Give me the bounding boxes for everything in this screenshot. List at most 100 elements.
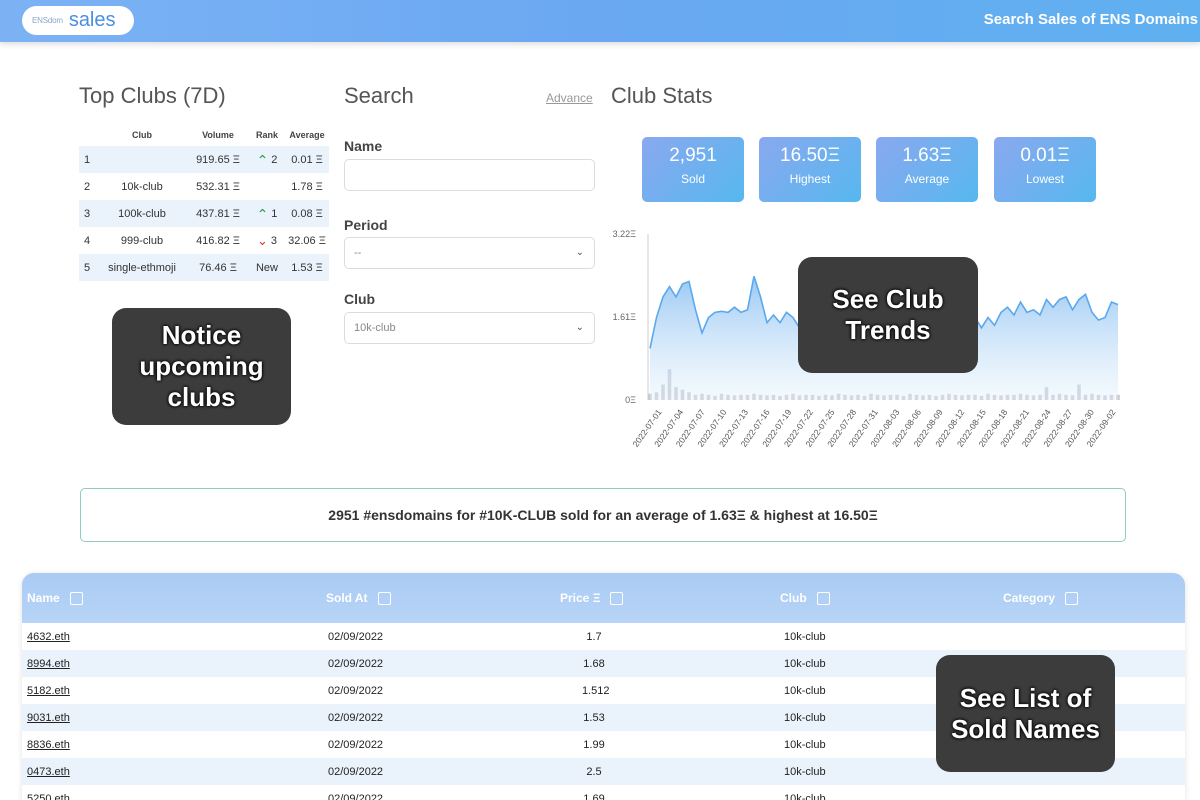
sales-row: 5182.eth 02/09/2022 1.512 10k-club bbox=[22, 677, 1185, 704]
sold-at-column-checkbox[interactable] bbox=[377, 591, 391, 605]
sale-price: 2.5 bbox=[586, 766, 602, 778]
sale-name-link[interactable]: 5182.eth bbox=[27, 685, 70, 697]
col-average: Average bbox=[289, 130, 325, 140]
th-sold-at-label: Sold At bbox=[326, 591, 368, 605]
club-stats-title: Club Stats bbox=[611, 83, 713, 108]
sale-name-link[interactable]: 8994.eth bbox=[27, 658, 70, 670]
club-volume: 76.46 Ξ bbox=[199, 261, 237, 274]
sale-club: 10k-club bbox=[784, 631, 826, 643]
col-club: Club bbox=[132, 130, 152, 140]
top-clubs-body: 1 919.65 Ξ ⌃ 2 0.01 Ξ 2 10k-club 532.31 Ξ 1.78 Ξ… bbox=[79, 146, 329, 281]
club-average: 0.01 Ξ bbox=[291, 153, 323, 166]
club-rank-number: 3 bbox=[84, 207, 91, 220]
top-clubs-row[interactable]: 4 999-club 416.82 Ξ ⌄ 3 32.06 Ξ bbox=[79, 227, 329, 254]
club-rank-number: 4 bbox=[84, 234, 91, 247]
sale-price: 1.7 bbox=[586, 631, 602, 643]
th-club-label: Club bbox=[780, 591, 807, 605]
club-volume: 416.82 Ξ bbox=[196, 234, 240, 247]
sale-price: 1.68 bbox=[583, 658, 605, 670]
th-category[interactable]: Category bbox=[1003, 591, 1079, 605]
club-rank-number: 1 bbox=[84, 153, 91, 166]
top-clubs-table: Club Volume Rank Average 1 919.65 Ξ ⌃ 2 0.01… bbox=[79, 124, 329, 281]
club-volume: 919.65 Ξ bbox=[196, 153, 240, 166]
advance-search-link[interactable]: Advance bbox=[546, 91, 593, 105]
club-name: 100k-club bbox=[118, 207, 166, 220]
club-rank-number: 5 bbox=[84, 261, 91, 274]
top-nav-bar: ENSdom sales Search Sales of ENS Domains bbox=[0, 0, 1200, 42]
club-average: 1.78 Ξ bbox=[291, 180, 323, 193]
sale-date: 02/09/2022 bbox=[328, 631, 384, 643]
price-column-checkbox[interactable] bbox=[610, 591, 624, 605]
club-volume: 437.81 Ξ bbox=[196, 207, 240, 220]
club-select-value: 10k-club bbox=[354, 322, 396, 334]
top-clubs-header: Club Volume Rank Average bbox=[79, 124, 329, 146]
stat-lowest-label: Lowest bbox=[1025, 172, 1065, 186]
club-average: 32.06 Ξ bbox=[288, 234, 326, 247]
sale-date: 02/09/2022 bbox=[328, 712, 384, 724]
category-column-checkbox[interactable] bbox=[1065, 591, 1079, 605]
th-price[interactable]: Price Ξ bbox=[560, 591, 624, 605]
club-rank-value: 3 bbox=[270, 234, 278, 247]
sale-name-link[interactable]: 9031.eth bbox=[27, 712, 70, 724]
sale-name-link[interactable]: 5250.eth bbox=[27, 793, 70, 800]
sale-date: 02/09/2022 bbox=[328, 739, 384, 751]
stat-lowest: 0.01Ξ Lowest bbox=[994, 137, 1096, 202]
stat-sold-label: Sold bbox=[680, 172, 706, 186]
sale-name-link[interactable]: 8836.eth bbox=[27, 739, 70, 751]
top-clubs-row[interactable]: 5 single-ethmoji 76.46 Ξ New 1.53 Ξ bbox=[79, 254, 329, 281]
sale-price: 1.69 bbox=[583, 793, 605, 800]
rank-up-icon: ⌃ bbox=[256, 151, 269, 168]
club-average: 0.08 Ξ bbox=[291, 207, 323, 220]
rank-down-icon: ⌄ bbox=[256, 232, 268, 248]
y-tick-label: 1.61Ξ bbox=[613, 312, 637, 322]
th-club[interactable]: Club bbox=[780, 591, 830, 605]
stat-sold: 2,951 Sold bbox=[642, 137, 744, 202]
th-category-label: Category bbox=[1003, 591, 1056, 605]
sale-name-link[interactable]: 0473.eth bbox=[27, 766, 70, 778]
club-volume: 532.31 Ξ bbox=[196, 180, 240, 193]
overlay-club-trends: See Club Trends bbox=[798, 257, 978, 373]
club-column-checkbox[interactable] bbox=[816, 591, 830, 605]
club-rank-value: 1 bbox=[271, 207, 278, 220]
sale-club: 10k-club bbox=[784, 793, 826, 800]
stat-average: 1.63Ξ Average bbox=[876, 137, 978, 202]
sale-date: 02/09/2022 bbox=[328, 766, 384, 778]
search-sales-link[interactable]: Search Sales of ENS Domains bbox=[983, 11, 1198, 28]
sale-name-link[interactable]: 4632.eth bbox=[27, 631, 70, 643]
period-select[interactable]: -- ⌄ bbox=[344, 237, 595, 269]
club-rank-value: 2 bbox=[271, 153, 278, 166]
col-rank: Rank bbox=[255, 130, 278, 140]
club-select[interactable]: 10k-club ⌄ bbox=[344, 312, 595, 344]
col-volume: Volume bbox=[202, 130, 234, 140]
sale-date: 02/09/2022 bbox=[328, 685, 384, 697]
club-name: single-ethmoji bbox=[108, 261, 176, 274]
sale-price: 1.53 bbox=[583, 712, 605, 724]
club-rank-number: 2 bbox=[84, 180, 91, 193]
sale-club: 10k-club bbox=[784, 685, 826, 697]
th-name-label: Name bbox=[27, 591, 60, 605]
period-label: Period bbox=[344, 217, 388, 233]
stat-lowest-value: 0.01Ξ bbox=[1020, 145, 1070, 166]
th-name[interactable]: Name bbox=[27, 591, 83, 605]
top-clubs-row[interactable]: 2 10k-club 532.31 Ξ 1.78 Ξ bbox=[79, 173, 329, 200]
name-input[interactable] bbox=[344, 159, 595, 191]
club-label: Club bbox=[344, 291, 376, 307]
stat-sold-value: 2,951 bbox=[669, 145, 717, 166]
sale-price: 1.99 bbox=[583, 739, 605, 751]
logo-ens-text: ENSdom bbox=[32, 16, 63, 25]
club-rank-change: ⌄ 3 bbox=[249, 232, 285, 248]
overlay-sold-names: See List of Sold Names bbox=[936, 655, 1115, 772]
name-label: Name bbox=[344, 138, 383, 154]
summary-banner: 2951 #ensdomains for #10K-CLUB sold for … bbox=[80, 488, 1126, 542]
top-clubs-row[interactable]: 3 100k-club 437.81 Ξ ⌃ 1 0.08 Ξ bbox=[79, 200, 329, 227]
search-title: Search bbox=[344, 83, 414, 108]
club-average: 1.53 Ξ bbox=[291, 261, 323, 274]
th-sold-at[interactable]: Sold At bbox=[326, 591, 391, 605]
sales-row: 8836.eth 02/09/2022 1.99 10k-club bbox=[22, 731, 1185, 758]
stat-average-label: Average bbox=[904, 172, 950, 186]
name-column-checkbox[interactable] bbox=[69, 591, 83, 605]
logo[interactable]: ENSdom sales bbox=[22, 6, 134, 35]
sale-date: 02/09/2022 bbox=[328, 658, 384, 670]
club-rank-value: New bbox=[255, 261, 278, 274]
top-clubs-row[interactable]: 1 919.65 Ξ ⌃ 2 0.01 Ξ bbox=[79, 146, 329, 173]
